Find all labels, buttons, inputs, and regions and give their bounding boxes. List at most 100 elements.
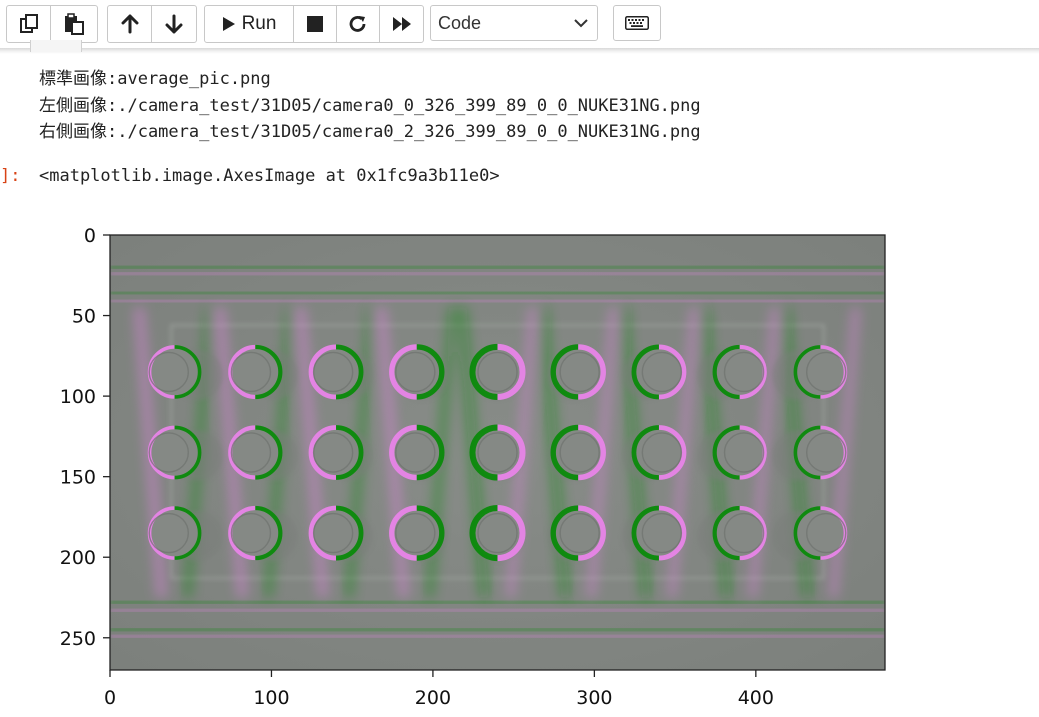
hole-inner-ring <box>723 512 765 554</box>
hole <box>228 425 298 481</box>
hole-edge-right <box>416 344 445 400</box>
move-down-button[interactable] <box>152 6 196 42</box>
x-tick-label: 100 <box>253 687 289 709</box>
stop-icon <box>307 16 323 32</box>
hole-disc <box>553 346 604 397</box>
hole-inner-ring <box>230 351 272 393</box>
run-label: Run <box>241 13 277 34</box>
hole <box>469 343 526 400</box>
stdout-output: 標準画像:average_pic.png 左側画像:./camera_test/3… <box>39 66 701 146</box>
hole-edge-left <box>793 425 821 480</box>
hole-disc <box>553 427 604 478</box>
hole-inner-ring <box>806 512 847 554</box>
hole-edge-left <box>228 425 256 480</box>
paste-cell-button[interactable] <box>51 6 97 42</box>
hole-disc <box>472 346 523 397</box>
hole <box>547 505 606 562</box>
hole <box>547 424 606 481</box>
hole-inner-ring <box>641 351 683 393</box>
hole-inner-ring <box>806 351 847 393</box>
interrupt-button[interactable] <box>294 6 337 42</box>
hole <box>469 505 526 562</box>
hole-disc <box>795 427 846 478</box>
output-line: 左側画像:./camera_test/31D05/camera0_0_326_3… <box>39 95 701 116</box>
hole <box>389 505 448 562</box>
streak-band <box>110 266 885 269</box>
axes-frame <box>109 234 886 671</box>
y-tick-label: 150 <box>60 467 96 489</box>
hole <box>147 345 223 400</box>
hole-inner-ring <box>230 432 272 473</box>
hole-edge-right <box>578 344 606 400</box>
hole-disc <box>230 508 281 559</box>
notebook-toolbar: Run Code <box>0 0 1039 50</box>
hole-edge-left <box>712 505 740 561</box>
hole-inner-ring <box>723 432 765 473</box>
hole <box>622 505 687 562</box>
hole-edge-left <box>550 505 579 561</box>
hole-disc <box>714 427 765 478</box>
hole-edge-right <box>739 425 767 480</box>
fast-forward-icon <box>392 17 411 31</box>
hole-edge-left <box>712 344 740 400</box>
copy-icon <box>19 14 38 33</box>
hole-disc <box>391 508 442 559</box>
y-tick-label: 50 <box>72 306 96 328</box>
cell-tab <box>30 40 82 52</box>
cell-type-select[interactable]: Code <box>430 5 598 41</box>
command-palette-button[interactable] <box>613 5 661 41</box>
hole-edge-left <box>793 506 821 560</box>
hole-disc <box>391 346 442 397</box>
hole-inner-ring <box>312 432 354 473</box>
hole <box>389 344 448 400</box>
hole <box>697 344 767 400</box>
hole <box>147 425 223 481</box>
hole <box>389 424 448 481</box>
restart-button[interactable] <box>337 6 380 42</box>
hole <box>228 344 298 400</box>
hole <box>697 425 767 481</box>
hole-disc <box>472 508 523 559</box>
copy-cell-button[interactable] <box>7 6 51 42</box>
hole-edge-right <box>578 505 606 561</box>
hole-edge-left <box>712 425 740 480</box>
hole <box>697 505 767 562</box>
hole-edge-left <box>228 344 256 400</box>
hole-edge-right <box>739 344 767 400</box>
streak-band <box>110 272 885 275</box>
move-button-group <box>107 5 197 43</box>
hole-edge-left <box>469 505 498 562</box>
execute-result: <matplotlib.image.AxesImage at 0x1fc9a3b… <box>39 166 500 186</box>
hole-edge-left <box>469 343 498 400</box>
restart-run-all-button[interactable] <box>380 6 423 42</box>
hole-edge-left <box>631 505 660 561</box>
hole <box>772 345 848 400</box>
hole-disc <box>149 427 200 478</box>
hole <box>308 505 373 562</box>
hole-edge-left <box>793 345 821 399</box>
hole-inner-ring <box>641 432 683 473</box>
hole-edge-right <box>416 505 445 561</box>
hole-edge-right <box>578 424 606 481</box>
y-tick-label: 200 <box>60 547 96 569</box>
cell-type-value: Code <box>438 12 482 33</box>
hole-edge-right <box>255 344 283 400</box>
hole-edge-right <box>335 505 364 561</box>
hole-edge-right <box>255 505 283 561</box>
run-button[interactable]: Run <box>205 6 294 42</box>
hole <box>622 344 687 400</box>
hole <box>772 506 848 562</box>
hole-disc <box>230 346 281 397</box>
x-tick-label: 400 <box>738 687 774 709</box>
hole-disc <box>553 508 604 559</box>
move-up-button[interactable] <box>108 6 152 42</box>
hole-disc <box>795 508 846 559</box>
hole <box>147 506 223 562</box>
output-prompt: ]: <box>0 166 21 186</box>
hole-edge-left <box>631 425 660 480</box>
y-tick-label: 250 <box>60 628 96 650</box>
hole-disc <box>230 427 281 478</box>
hole-edge-right <box>658 425 687 480</box>
hole-edge-right <box>497 505 526 562</box>
hole-edge-left <box>389 344 417 400</box>
